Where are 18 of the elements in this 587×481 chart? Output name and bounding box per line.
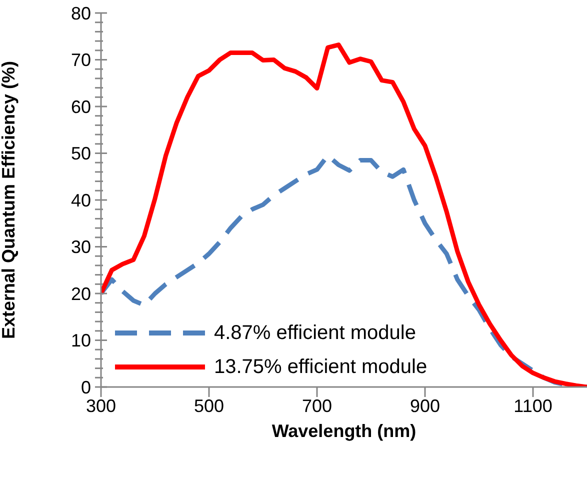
legend-label: 13.75% efficient module <box>214 356 428 378</box>
y-tick-label: 30 <box>70 237 91 258</box>
legend-label: 4.87% efficient module <box>214 322 416 344</box>
x-tick-label: 700 <box>302 396 332 416</box>
x-tick-label: 500 <box>194 396 224 416</box>
x-axis-title: Wavelength (nm) <box>272 421 416 441</box>
x-tick-label: 900 <box>410 396 440 416</box>
x-tick-label: 1100 <box>514 396 552 416</box>
x-tick-label: 300 <box>86 396 116 416</box>
y-axis-title: External Quantum Efficiency (%) <box>0 60 18 340</box>
y-tick-label: 40 <box>70 190 91 210</box>
y-tick-label: 80 <box>70 3 91 24</box>
y-tick-label: 0 <box>80 377 91 398</box>
y-tick-label: 50 <box>70 144 91 164</box>
y-tick-label: 60 <box>70 96 91 117</box>
y-tick-label: 10 <box>70 330 91 351</box>
y-tick-label: 70 <box>70 50 91 70</box>
y-tick-label: 20 <box>70 284 91 304</box>
